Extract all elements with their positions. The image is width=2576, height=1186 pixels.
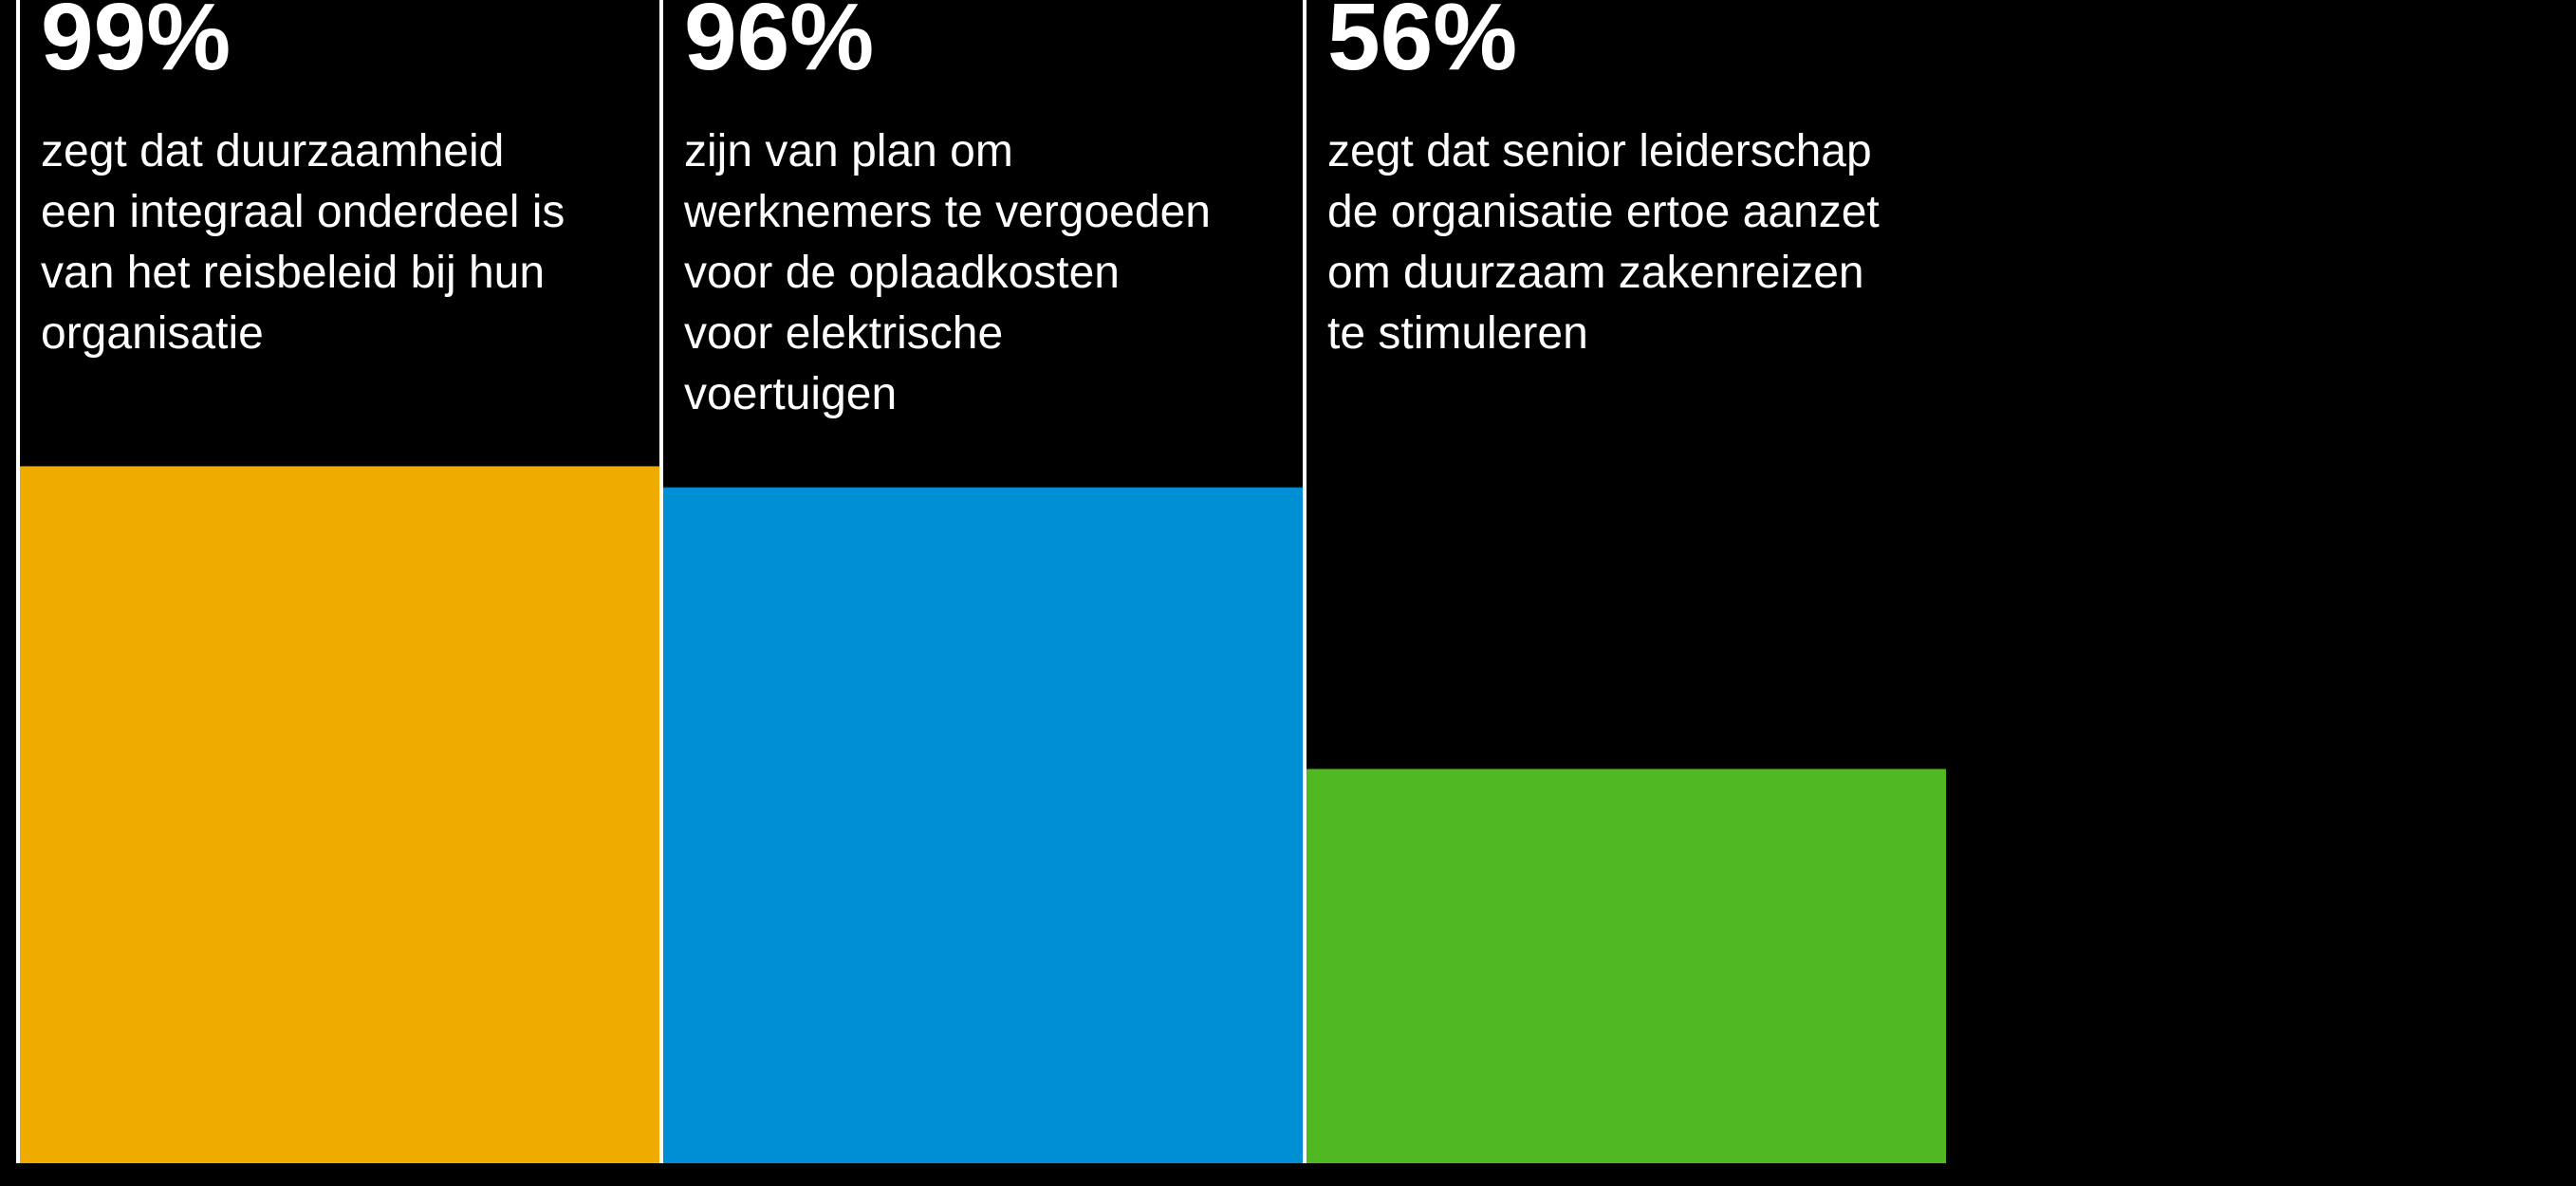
description-line: van het reisbeleid bij hun — [41, 248, 545, 298]
description-line: werknemers te vergoeden — [683, 187, 1211, 237]
description-line: voor de oplaadkosten — [684, 248, 1120, 298]
description-line: de organisatie ertoe aanzet — [1327, 187, 1880, 237]
description-line: een integraal onderdeel is — [41, 187, 565, 237]
description-line: om duurzaam zakenreizen — [1327, 248, 1864, 298]
description-line: voertuigen — [684, 369, 897, 419]
bar — [663, 487, 1303, 1163]
description-line: voor elektrische — [684, 308, 1003, 359]
divider — [659, 0, 663, 1163]
description-line: zijn van plan om — [684, 126, 1013, 176]
divider — [16, 0, 20, 1163]
bar — [20, 466, 659, 1163]
divider — [1303, 0, 1307, 1163]
bar — [1307, 769, 1946, 1163]
description-line: zegt dat senior leiderschap — [1327, 126, 1872, 176]
value-label: 96% — [684, 0, 874, 90]
value-label: 56% — [1327, 0, 1517, 90]
description-line: zegt dat duurzaamheid — [41, 126, 504, 176]
description-line: organisatie — [41, 308, 264, 359]
value-label: 99% — [41, 0, 231, 90]
description-line: te stimuleren — [1327, 308, 1588, 359]
